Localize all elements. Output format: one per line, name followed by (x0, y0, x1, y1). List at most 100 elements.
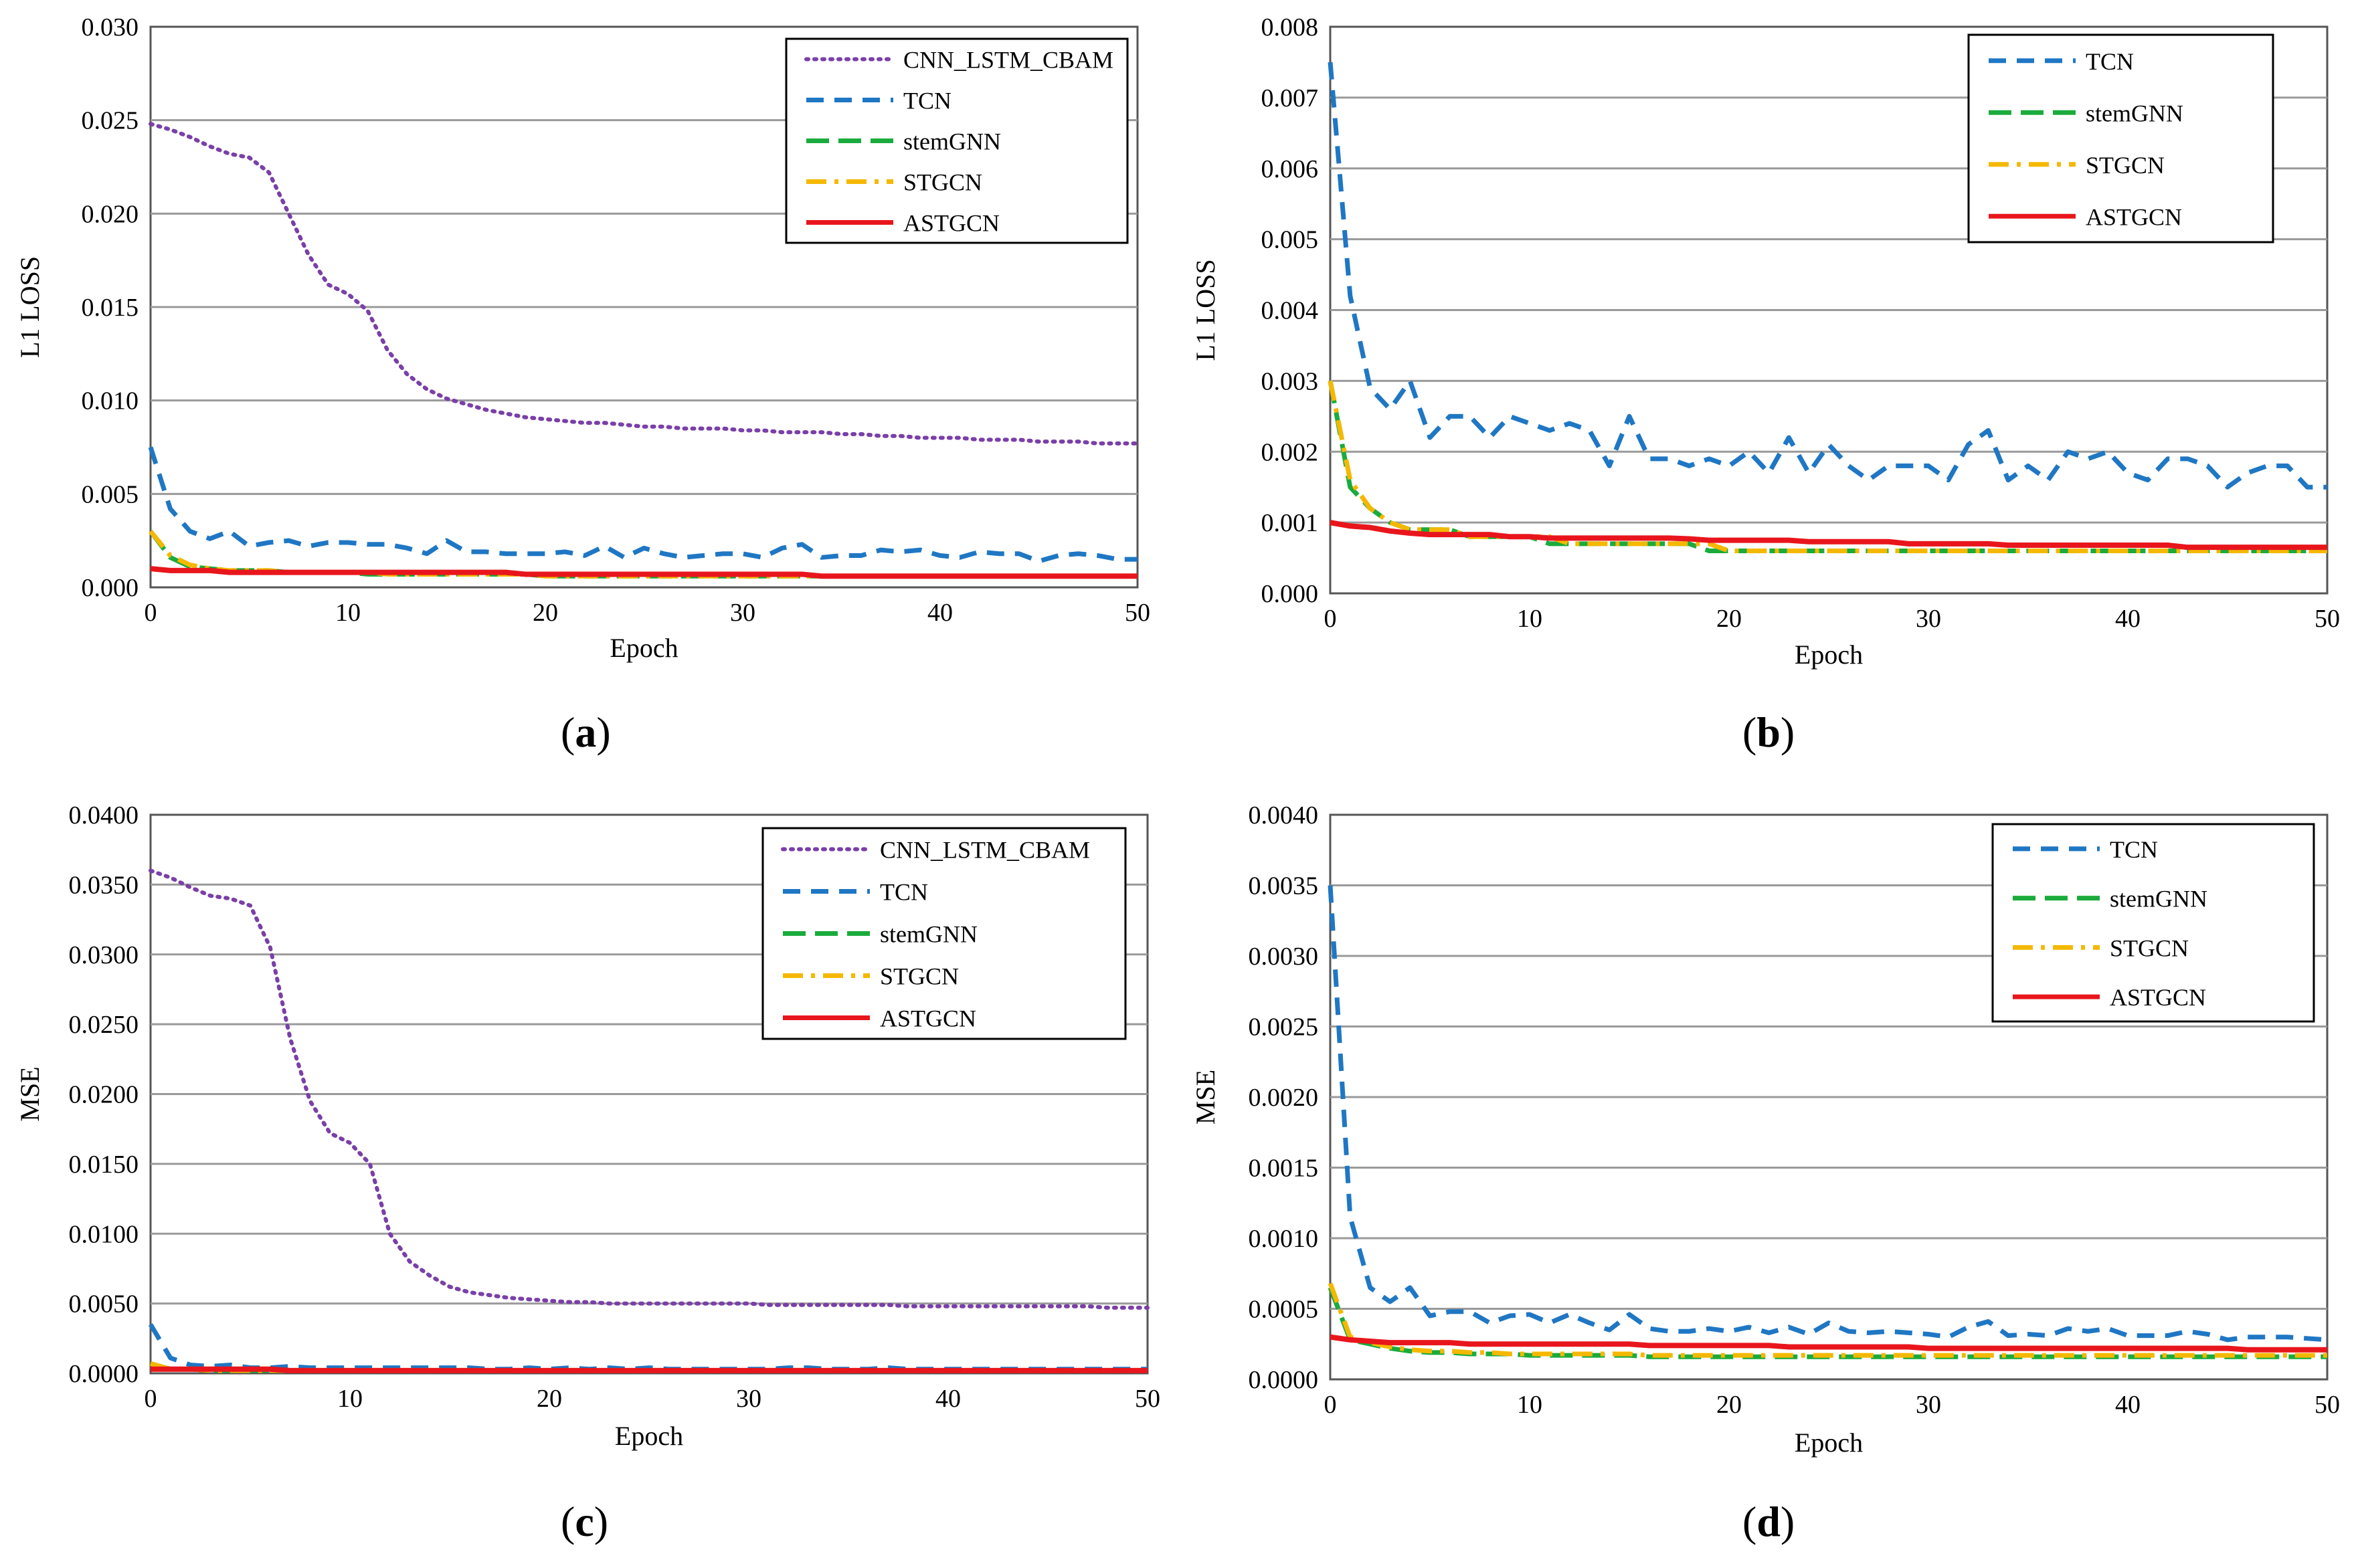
x-tick-label: 10 (1517, 1391, 1542, 1419)
legend-label: ASTGCN (903, 210, 1000, 237)
legend-label: stemGNN (903, 128, 1001, 155)
x-tick-label: 10 (335, 599, 361, 627)
x-tick-label: 20 (533, 599, 558, 627)
x-tick-label: 40 (927, 599, 953, 627)
series-line-CNN_LSTM_CBAM (149, 122, 1140, 446)
y-tick-label: 0.0010 (1249, 1225, 1319, 1253)
caption-c: (c) (561, 1498, 609, 1545)
y-tick-label: 0.007 (1261, 84, 1319, 112)
y-tick-label: 0.001 (1261, 509, 1319, 537)
legend: CNN_LSTM_CBAM TCN stemGNN STGCN ASTGCN (761, 827, 1127, 1040)
y-tick-label: 0.0005 (1249, 1296, 1319, 1324)
y-tick-label: 0.0350 (69, 871, 139, 899)
y-tick-label: 0.002 (1261, 438, 1319, 466)
legend-label: TCN (880, 879, 928, 906)
series-line-TCN (148, 446, 1138, 564)
legend-label: stemGNN (2110, 886, 2207, 912)
x-tick-label: 0 (145, 1385, 157, 1413)
series-line-ASTGCN (1330, 520, 2327, 551)
x-tick-label: 20 (1716, 1391, 1742, 1419)
x-tick-label: 0 (1324, 605, 1337, 633)
series-line-TCN (148, 1323, 1148, 1372)
y-tick-label: 0.0150 (69, 1151, 139, 1179)
x-tick-label: 30 (1916, 1391, 1941, 1419)
y-axis-label: L1 LOSS (1190, 259, 1220, 361)
y-tick-label: 0.025 (82, 107, 139, 135)
x-tick-label: 10 (337, 1385, 363, 1413)
series-line-STGCN (1328, 380, 2327, 553)
legend-label: CNN_LSTM_CBAM (903, 47, 1113, 74)
y-tick-label: 0.015 (82, 294, 139, 322)
y-tick-label: 0.0025 (1249, 1013, 1319, 1042)
legend-label: stemGNN (2086, 100, 2183, 126)
y-tick-label: 0.005 (82, 480, 139, 508)
x-tick-label: 50 (2315, 1391, 2340, 1419)
x-tick-label: 50 (1125, 599, 1150, 627)
x-tick-label: 40 (2115, 1391, 2141, 1419)
y-tick-label: 0.0200 (69, 1081, 139, 1109)
y-tick-label: 0.030 (82, 13, 139, 41)
y-tick-label: 0.0400 (69, 801, 139, 829)
y-tick-label: 0.0100 (69, 1220, 139, 1248)
legend: CNN_LSTM_CBAM TCN stemGNN STGCN ASTGCN (785, 37, 1129, 244)
x-tick-label: 40 (2115, 605, 2141, 633)
x-axis-label: Epoch (610, 633, 678, 663)
x-tick-label: 20 (537, 1385, 562, 1413)
x-axis-label: Epoch (615, 1421, 683, 1451)
x-tick-label: 50 (2315, 605, 2340, 633)
y-tick-label: 0.000 (1261, 580, 1319, 608)
y-tick-label: 0.008 (1261, 13, 1319, 41)
x-tick-label: 50 (1135, 1385, 1160, 1413)
y-tick-label: 0.0250 (69, 1011, 139, 1039)
x-tick-label: 20 (1716, 605, 1742, 633)
legend: TCN stemGNN STGCN ASTGCN (1967, 33, 2274, 243)
caption-a: (a) (561, 708, 611, 756)
x-tick-label: 30 (1916, 605, 1941, 633)
series-line-ASTGCN (151, 1366, 1148, 1373)
legend-label: stemGNN (880, 921, 978, 948)
x-tick-label: 0 (145, 599, 157, 627)
y-tick-label: 0.0000 (69, 1360, 139, 1388)
y-tick-label: 0.0015 (1249, 1155, 1319, 1183)
y-tick-label: 0.0035 (1249, 872, 1319, 900)
y-tick-label: 0.0050 (69, 1290, 139, 1318)
x-axis-label: Epoch (1795, 1428, 1863, 1458)
legend-label: STGCN (903, 169, 982, 196)
legend-label: ASTGCN (2086, 203, 2182, 230)
y-tick-label: 0.0000 (1249, 1366, 1319, 1394)
y-axis-label: MSE (1190, 1070, 1220, 1124)
legend-label: STGCN (2086, 152, 2165, 179)
series-line-STGCN (1328, 1282, 2327, 1358)
legend-box (1991, 823, 2315, 1023)
caption-b: (b) (1742, 708, 1795, 756)
series-line-CNN_LSTM_CBAM (149, 868, 1150, 1310)
series-line-TCN (1328, 885, 2328, 1343)
y-tick-label: 0.005 (1261, 226, 1319, 254)
y-tick-label: 0.003 (1261, 367, 1319, 395)
legend-label: TCN (2086, 48, 2134, 75)
series-line-ASTGCN (1330, 1334, 2327, 1353)
y-tick-label: 0.000 (82, 574, 139, 602)
legend-box (1967, 33, 2274, 243)
y-axis-label: L1 LOSS (15, 256, 45, 358)
series-line-stemGNN (1328, 380, 2327, 553)
x-tick-label: 10 (1517, 605, 1542, 633)
y-tick-label: 0.0040 (1249, 801, 1319, 829)
x-tick-label: 30 (730, 599, 755, 627)
y-tick-label: 0.004 (1261, 297, 1319, 325)
caption-d: (d) (1742, 1498, 1795, 1545)
x-tick-label: 40 (935, 1385, 961, 1413)
y-tick-label: 0.006 (1261, 155, 1319, 183)
legend-label: STGCN (880, 963, 959, 990)
x-tick-label: 30 (736, 1385, 761, 1413)
y-axis-label: MSE (15, 1066, 45, 1121)
legend: TCN stemGNN STGCN ASTGCN (1991, 823, 2315, 1023)
legend-label: ASTGCN (2110, 984, 2206, 1011)
y-tick-label: 0.0020 (1249, 1084, 1319, 1112)
y-tick-label: 0.0030 (1249, 943, 1319, 971)
series-line-TCN (1328, 62, 2327, 490)
chart-c: 0.0000 0.0050 0.0100 0.0150 0.0200 0.0250 0.03… (15, 801, 1160, 1451)
legend-label: TCN (903, 88, 951, 114)
legend-label: TCN (2110, 836, 2158, 863)
